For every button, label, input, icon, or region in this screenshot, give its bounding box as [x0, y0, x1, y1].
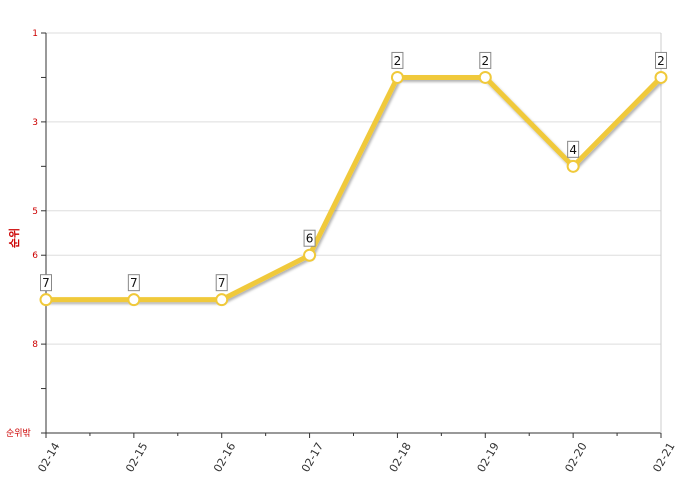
data-label-text: 4	[569, 143, 577, 157]
grid-lines	[46, 32, 661, 345]
data-label-box	[303, 229, 316, 247]
data-point	[215, 293, 229, 307]
x-tick-label: 02-17	[299, 440, 326, 474]
data-point	[390, 70, 404, 84]
axes	[45, 33, 662, 434]
data-point	[566, 159, 580, 173]
x-tick-label: 02-16	[211, 440, 238, 474]
y-out-of-range-label: 순위밖	[6, 428, 31, 439]
series-markers	[39, 70, 668, 307]
x-tick-label: 02-19	[475, 440, 502, 474]
x-tick-label: 02-21	[650, 440, 677, 474]
data-label-box	[40, 274, 52, 292]
data-label-text: 2	[394, 54, 402, 68]
data-point	[303, 248, 317, 262]
data-label: 6	[303, 229, 316, 247]
y-axis-ticks: 1 3 5 6 8	[32, 29, 46, 434]
data-label: 2	[655, 51, 667, 69]
data-label: 2	[479, 51, 492, 69]
x-tick-label: 02-18	[387, 440, 414, 474]
x-axis-ticks: 02-14 02-15 02-16 02-17 02-18 02-19 02-20 02-21	[35, 433, 678, 475]
data-label: 7	[40, 274, 52, 292]
data-point	[39, 293, 53, 307]
data-label-box	[479, 51, 492, 69]
data-label-text: 2	[657, 54, 665, 68]
data-label: 2	[391, 51, 404, 69]
y-tick-label: 1	[32, 29, 38, 39]
data-label-box	[127, 274, 140, 292]
data-label-text: 7	[130, 276, 138, 290]
data-label-text: 6	[306, 232, 314, 246]
data-label: 4	[567, 140, 580, 158]
data-label-text: 7	[42, 276, 50, 290]
series-line-group	[43, 74, 664, 303]
x-tick-label: 02-20	[562, 440, 589, 474]
data-label-box	[391, 51, 404, 69]
y-tick-label: 8	[32, 340, 38, 350]
x-tick-label: 02-15	[123, 440, 150, 474]
series-line	[43, 74, 664, 303]
data-label: 7	[215, 274, 228, 292]
y-axis-title: 순위	[8, 228, 21, 248]
data-label-box	[655, 51, 667, 69]
data-label-box	[215, 274, 228, 292]
data-point	[654, 70, 668, 84]
y-tick-label: 5	[32, 207, 38, 217]
data-point	[478, 70, 492, 84]
y-tick-label: 6	[32, 251, 38, 261]
data-label: 7	[127, 274, 140, 292]
data-labels: 7 7 7 6 2 2 4 2	[40, 51, 667, 292]
data-label-text: 7	[218, 276, 226, 290]
data-point	[127, 293, 141, 307]
y-tick-label: 3	[32, 118, 38, 128]
data-label-text: 2	[481, 54, 489, 68]
x-tick-label: 02-14	[35, 440, 62, 474]
data-label-box	[567, 140, 580, 158]
